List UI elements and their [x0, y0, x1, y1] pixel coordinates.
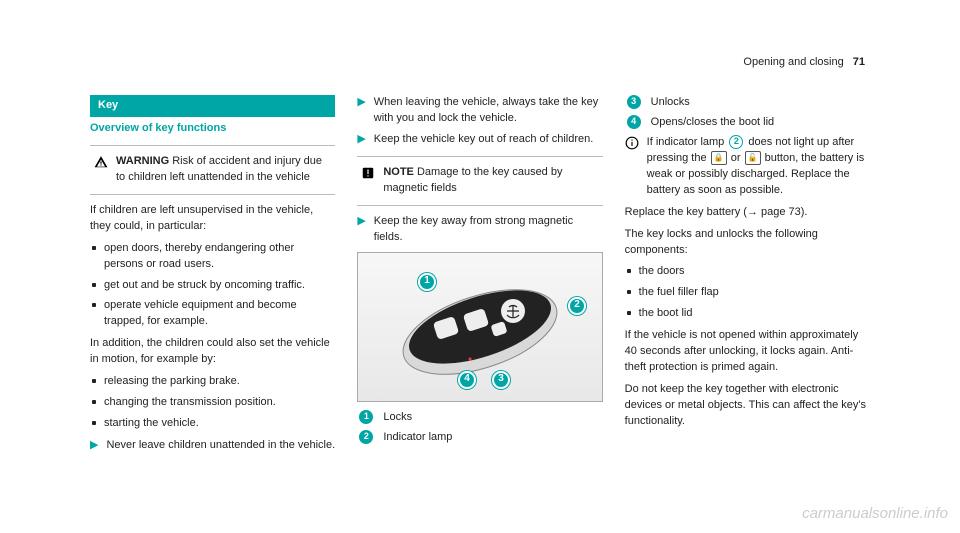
warning-icon — [94, 155, 108, 169]
keep-away-text: Do not keep the key together with electr… — [625, 382, 870, 430]
list-item: the doors — [625, 264, 870, 280]
legend-marker-3: 3 — [627, 95, 641, 109]
section-bar-key: Key — [90, 95, 335, 117]
info-text-c: or — [731, 152, 744, 164]
legend-text: Indicator lamp — [383, 430, 452, 446]
legend-item-3: 3 Unlocks — [625, 95, 870, 111]
list-item: the boot lid — [625, 306, 870, 322]
step-item: ▶ Keep the vehicle key out of reach of c… — [357, 132, 602, 148]
list-item: get out and be struck by oncoming traffi… — [90, 278, 335, 294]
section-subheading: Overview of key functions — [90, 117, 335, 145]
key-fob-image: 1 2 3 4 — [357, 252, 602, 402]
warning-box: WARNING Risk of accident and injury due … — [90, 145, 335, 195]
legend-text: Locks — [383, 410, 412, 426]
callout-4: 4 — [458, 371, 476, 389]
legend-text: Unlocks — [651, 95, 690, 111]
warning-label: WARNING — [116, 155, 169, 167]
note-box: NOTE Damage to the key caused by magneti… — [357, 156, 602, 206]
legend-marker-2: 2 — [359, 430, 373, 444]
legend-item-1: 1 Locks — [357, 410, 602, 426]
unlock-button-icon: 🔓 — [745, 151, 761, 165]
info-text-a: If indicator lamp — [647, 136, 728, 148]
key-fob-svg — [380, 267, 580, 387]
column-3: 3 Unlocks 4 Opens/closes the boot lid If… — [625, 95, 870, 459]
note-icon — [361, 166, 375, 180]
step-item: ▶ Keep the key away from strong magnetic… — [357, 214, 602, 246]
info-icon — [625, 136, 639, 150]
list-item: operate vehicle equipment and become tra… — [90, 298, 335, 330]
step-arrow-icon: ▶ — [357, 214, 365, 246]
relock-text: If the vehicle is not opened within appr… — [625, 328, 870, 376]
list-item: starting the vehicle. — [90, 416, 335, 432]
warning-mid: In addition, the children could also set… — [90, 336, 335, 368]
step-arrow-icon: ▶ — [90, 438, 98, 454]
page-number: 71 — [853, 56, 865, 68]
lock-button-icon: 🔒 — [711, 151, 727, 165]
step-text: Keep the key away from strong magnetic f… — [374, 214, 603, 246]
legend-item-4: 4 Opens/closes the boot lid — [625, 115, 870, 131]
callout-1: 1 — [418, 273, 436, 291]
page-header: Opening and closing 71 — [743, 55, 865, 71]
inline-ref-2: 2 — [729, 135, 743, 149]
legend-text: Opens/closes the boot lid — [651, 115, 775, 131]
step-text: Keep the vehicle key out of reach of chi… — [374, 132, 594, 148]
watermark: carmanualsonline.info — [802, 503, 948, 525]
legend-marker-1: 1 — [359, 410, 373, 424]
replace-battery-text: Replace the key battery (→ page 73). — [625, 205, 870, 221]
step-text: When leaving the vehicle, always take th… — [374, 95, 603, 127]
list-item: open doors, thereby endangering other pe… — [90, 241, 335, 273]
step-item: ▶ When leaving the vehicle, always take … — [357, 95, 602, 127]
list-item: releasing the parking brake. — [90, 374, 335, 390]
components-list: the doors the fuel filler flap the boot … — [625, 264, 870, 322]
legend-item-2: 2 Indicator lamp — [357, 430, 602, 446]
column-1: Key Overview of key functions WARNING Ri… — [90, 95, 335, 459]
section-name: Opening and closing — [743, 56, 843, 68]
warning-intro: If children are left unsupervised in the… — [90, 203, 335, 235]
list-item: the fuel filler flap — [625, 285, 870, 301]
step-arrow-icon: ▶ — [357, 132, 365, 148]
components-intro: The key locks and unlocks the following … — [625, 227, 870, 259]
info-note: If indicator lamp 2 does not light up af… — [625, 135, 870, 199]
note-label: NOTE — [383, 166, 414, 178]
step-item: ▶ Never leave children unattended in the… — [90, 438, 335, 454]
column-2: ▶ When leaving the vehicle, always take … — [357, 95, 602, 459]
legend-marker-4: 4 — [627, 115, 641, 129]
callout-3: 3 — [492, 371, 510, 389]
warning-list-1: open doors, thereby endangering other pe… — [90, 241, 335, 331]
step-text: Never leave children unattended in the v… — [106, 438, 335, 454]
warning-list-2: releasing the parking brake. changing th… — [90, 374, 335, 432]
step-arrow-icon: ▶ — [357, 95, 365, 127]
callout-2: 2 — [568, 297, 586, 315]
list-item: changing the transmission position. — [90, 395, 335, 411]
